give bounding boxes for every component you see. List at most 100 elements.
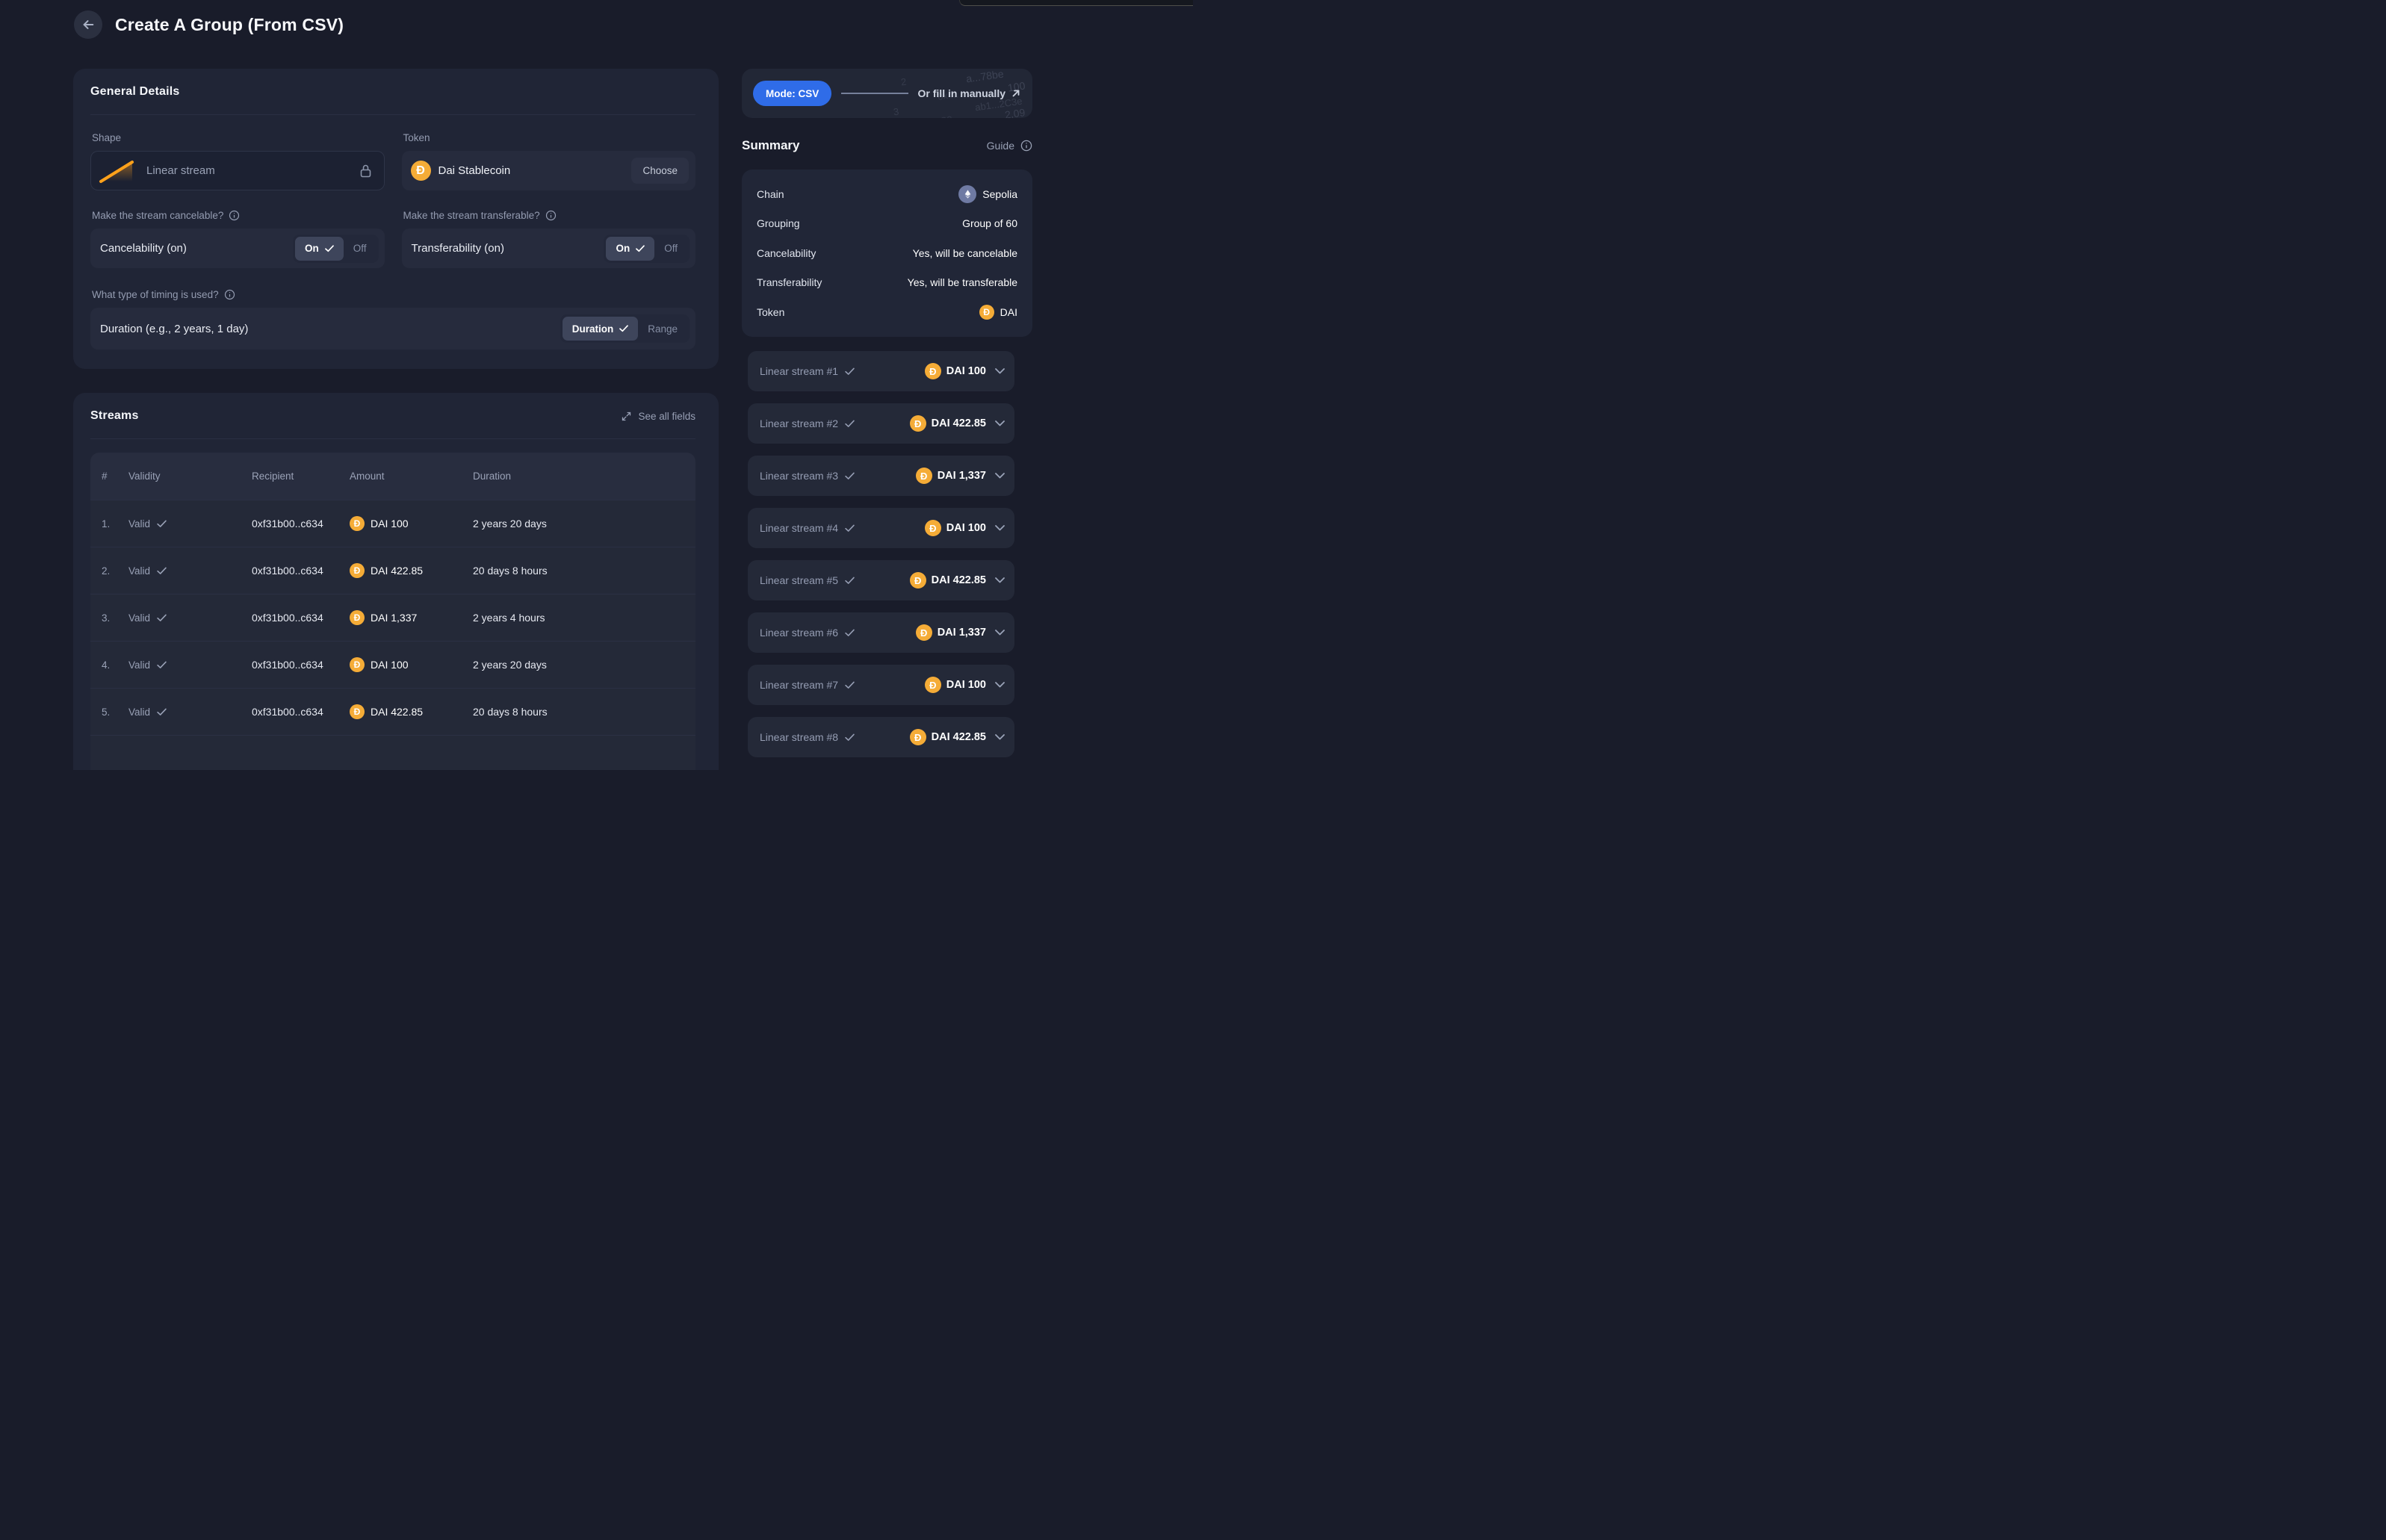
page-header: Create A Group (From CSV) — [74, 10, 344, 39]
summary-row-cancelability: Cancelability Yes, will be cancelable — [757, 246, 1017, 259]
dai-icon: Đ — [909, 729, 926, 745]
check-icon — [845, 472, 855, 480]
cancelability-label: Cancelability (on) — [100, 242, 187, 255]
ghost-csv-cell: 3 — [892, 105, 900, 118]
divider — [90, 438, 695, 439]
timing-duration-button[interactable]: Duration — [562, 317, 639, 341]
fill-manually-link[interactable]: Or fill in manually — [918, 87, 1021, 99]
cancelability-row: Cancelability (on) On Off — [90, 229, 385, 268]
guide-link[interactable]: Guide — [987, 140, 1032, 152]
arrow-up-right-icon — [1011, 88, 1021, 99]
chevron-down-icon — [995, 630, 1005, 636]
chevron-down-icon — [995, 682, 1005, 688]
cancelability-off-button[interactable]: Off — [344, 237, 377, 261]
timing-field: What type of timing is used? Duration (e… — [90, 289, 695, 350]
choose-token-button[interactable]: Choose — [631, 158, 689, 184]
summary-row-token: Token Đ DAI — [757, 304, 1017, 320]
check-icon — [636, 244, 645, 252]
transferability-label: Transferability (on) — [411, 242, 504, 255]
dai-icon: Đ — [350, 704, 365, 719]
check-icon — [845, 577, 855, 585]
page-title: Create A Group (From CSV) — [115, 14, 344, 34]
check-icon — [157, 520, 167, 528]
ghost-csv-cell: 0xcC2... — [924, 113, 961, 118]
back-button[interactable] — [74, 10, 102, 39]
dai-icon: Đ — [915, 624, 932, 641]
info-icon[interactable] — [545, 210, 557, 221]
check-icon — [845, 733, 855, 742]
expand-icon — [621, 411, 632, 422]
check-icon — [324, 244, 334, 252]
streams-heading: Streams — [90, 409, 139, 422]
dai-icon: Đ — [979, 304, 994, 320]
check-icon — [157, 614, 167, 622]
chevron-down-icon — [995, 420, 1005, 426]
info-icon — [1020, 140, 1032, 152]
shape-value: Linear stream — [146, 164, 215, 177]
stream-item-5[interactable]: Linear stream #5 Đ DAI 422.85 — [748, 560, 1014, 600]
cancelable-question: Make the stream cancelable? — [92, 210, 385, 221]
table-row[interactable]: 4. Valid 0xf31b00..c634 Đ DAI 100 2 years… — [90, 641, 695, 688]
dai-icon: Đ — [350, 563, 365, 578]
info-icon[interactable] — [224, 289, 235, 300]
info-icon[interactable] — [229, 210, 240, 221]
general-details-card: General Details Shape — [73, 69, 719, 369]
ghost-csv-cell: a...78be — [965, 69, 1005, 85]
arrow-left-icon — [81, 18, 96, 31]
right-column: 2 3 a...78be 0x4... ab1...2C3e 100 2,09 … — [742, 69, 1032, 769]
check-icon — [157, 567, 167, 575]
transferability-toggle: On Off — [604, 234, 690, 263]
streams-table: # Validity Recipient Amount Duration 1. … — [90, 453, 695, 770]
dai-icon: Đ — [915, 468, 932, 484]
dai-icon: Đ — [909, 572, 926, 589]
streams-table-header: # Validity Recipient Amount Duration — [90, 453, 695, 500]
dai-icon: Đ — [924, 363, 941, 379]
stream-item-4[interactable]: Linear stream #4 Đ DAI 100 — [748, 508, 1014, 548]
timing-label: Duration (e.g., 2 years, 1 day) — [100, 322, 249, 335]
transferability-on-button[interactable]: On — [606, 236, 655, 261]
check-icon — [157, 661, 167, 669]
stream-item-2[interactable]: Linear stream #2 Đ DAI 422.85 — [748, 403, 1014, 444]
cancelability-on-button[interactable]: On — [294, 236, 344, 261]
chevron-down-icon — [995, 734, 1005, 740]
dai-icon: Đ — [410, 161, 431, 181]
shape-select[interactable]: Linear stream — [90, 151, 385, 190]
page: Create A Group (From CSV) General Detail… — [0, 0, 1193, 770]
dai-icon: Đ — [350, 516, 365, 531]
mode-csv-pill[interactable]: Mode: CSV — [753, 81, 832, 106]
stream-item-1[interactable]: Linear stream #1 Đ DAI 100 — [748, 351, 1014, 391]
table-row[interactable]: 2. Valid 0xf31b00..c634 Đ DAI 422.85 20 d… — [90, 547, 695, 594]
shape-label: Shape — [92, 132, 122, 143]
stream-item-7[interactable]: Linear stream #7 Đ DAI 100 — [748, 665, 1014, 705]
dai-icon: Đ — [350, 610, 365, 625]
summary-card: Chain Sepolia Grouping Group of 60 Cance… — [742, 170, 1032, 337]
window-frame-artifact — [959, 0, 1193, 6]
token-select: Đ Dai Stablecoin Choose — [401, 151, 695, 190]
stream-item-8[interactable]: Linear stream #8 Đ DAI 422.85 — [748, 717, 1014, 757]
summary-heading: Summary — [742, 138, 800, 152]
stream-item-3[interactable]: Linear stream #3 Đ DAI 1,337 — [748, 456, 1014, 496]
table-row[interactable]: 1. Valid 0xf31b00..c634 Đ DAI 100 2 years… — [90, 500, 695, 547]
summary-row-chain: Chain Sepolia — [757, 179, 1017, 209]
dai-icon: Đ — [350, 657, 365, 672]
linear-stream-chart-icon — [98, 158, 135, 184]
check-icon — [845, 681, 855, 689]
dai-icon: Đ — [909, 415, 926, 432]
cancelability-toggle: On Off — [292, 234, 379, 263]
ghost-csv-cell: 2 — [899, 75, 908, 88]
general-details-heading: General Details — [90, 85, 180, 98]
sepolia-icon — [958, 184, 977, 203]
see-all-fields-link[interactable]: See all fields — [621, 411, 695, 422]
check-icon — [845, 629, 855, 637]
check-icon — [619, 325, 629, 332]
mode-card: 2 3 a...78be 0x4... ab1...2C3e 100 2,09 … — [742, 69, 1032, 118]
table-row[interactable]: 5. Valid 0xf31b00..c634 Đ DAI 422.85 20 d… — [90, 688, 695, 735]
chevron-down-icon — [995, 473, 1005, 479]
stream-item-6[interactable]: Linear stream #6 Đ DAI 1,337 — [748, 612, 1014, 653]
table-row[interactable]: 3. Valid 0xf31b00..c634 Đ DAI 1,337 2 yea… — [90, 594, 695, 641]
timing-range-button[interactable]: Range — [638, 317, 687, 341]
token-value: Dai Stablecoin — [438, 164, 511, 177]
timing-row: Duration (e.g., 2 years, 1 day) Duration… — [90, 308, 695, 350]
transferability-off-button[interactable]: Off — [654, 237, 687, 261]
chevron-down-icon — [995, 525, 1005, 531]
